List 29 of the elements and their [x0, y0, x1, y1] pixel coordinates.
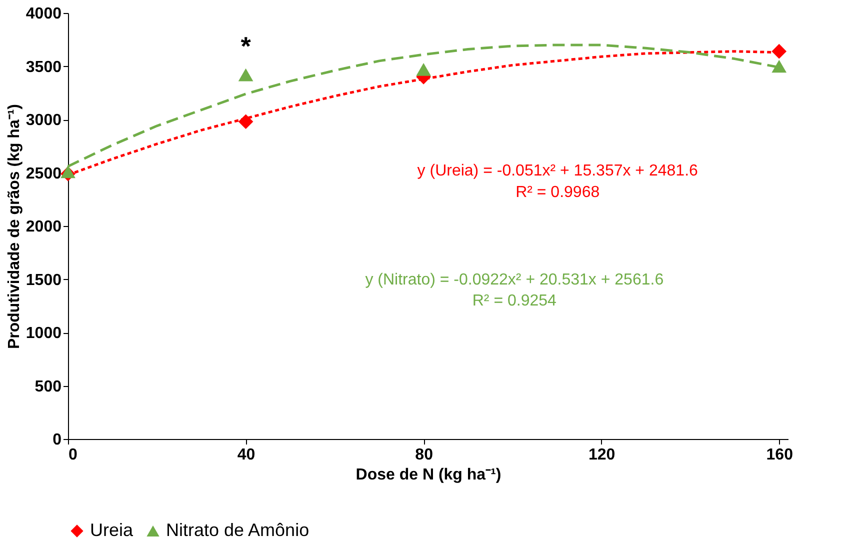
- x-tick-label: 80: [415, 446, 434, 464]
- point: [238, 68, 254, 82]
- y-tick-label: 500: [34, 378, 62, 396]
- point: [60, 165, 76, 178]
- legend-label: Nitrato de Amônio: [166, 520, 310, 540]
- point: [772, 44, 787, 59]
- annotation: R² = 0.9254: [472, 292, 557, 310]
- x-tick-label: 0: [68, 446, 78, 464]
- point: [238, 114, 254, 130]
- y-tick-label: 0: [52, 432, 62, 448]
- annotation: R² = 0.9968: [516, 184, 600, 201]
- point: [772, 60, 787, 73]
- x-axis-title: Dose de N (kg ha⁻¹): [356, 466, 502, 484]
- y-tick-label: 4000: [26, 6, 62, 22]
- annotation: *: [240, 31, 252, 62]
- x-tick-label: 120: [588, 446, 616, 464]
- y-tick-label: 3000: [26, 112, 62, 129]
- y-tick-label: 3500: [26, 58, 62, 76]
- legend-label: Ureia: [90, 520, 134, 540]
- y-tick-label: 2000: [26, 218, 62, 236]
- y-tick-label: 1500: [26, 272, 62, 289]
- x-tick-label: 160: [766, 446, 794, 464]
- annotation: y (Ureia) = -0.051x² + 15.357x + 2481.6: [417, 162, 698, 180]
- annotation: y (Nitrato) = -0.0922x² + 20.531x + 2561.6: [365, 271, 664, 288]
- y-axis-title: Produtividade de grãos (kg ha⁻¹): [6, 104, 23, 350]
- point: [416, 63, 431, 76]
- y-tick-label: 2500: [26, 165, 62, 182]
- x-tick-label: 40: [237, 446, 256, 464]
- y-tick-label: 1000: [26, 325, 62, 342]
